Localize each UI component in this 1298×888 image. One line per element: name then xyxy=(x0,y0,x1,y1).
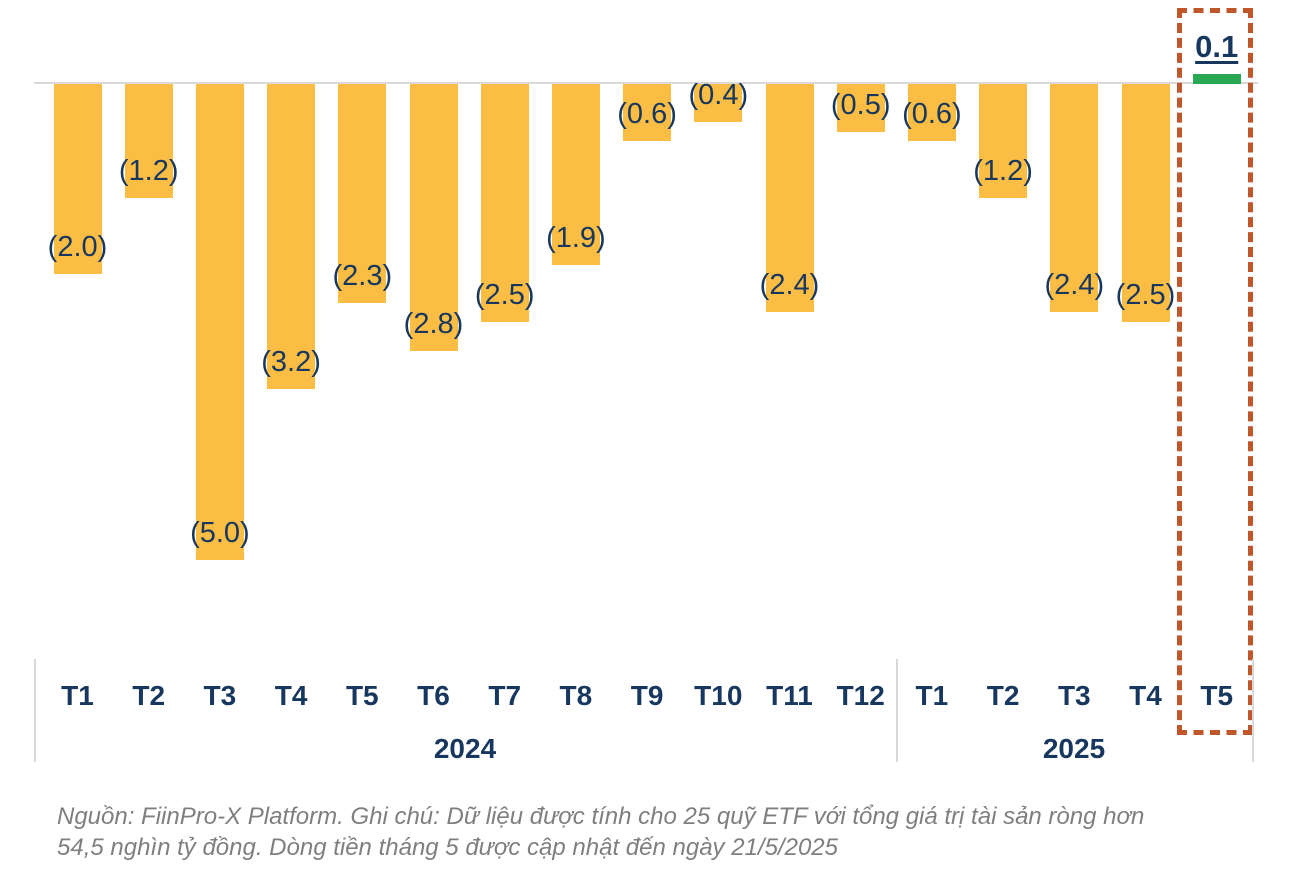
bar-t2-2025 xyxy=(979,84,1028,199)
bar-t4-2025 xyxy=(1121,84,1170,322)
x-tick-t7-2024: T7 xyxy=(488,680,522,711)
data-label-t3-2025: (2.4) xyxy=(1044,269,1105,302)
bar-t1-2025 xyxy=(907,84,956,142)
x-tick-t10-2024: T10 xyxy=(694,680,743,711)
year-label-2024: 2024 xyxy=(433,733,497,764)
data-label-t11-2024: (2.4) xyxy=(759,269,820,302)
bar-t7-2024 xyxy=(480,84,529,322)
source-note-line1: Nguồn: FiinPro-X Platform. Ghi chú: Dữ l… xyxy=(57,803,1145,830)
x-tick-t8-2024: T8 xyxy=(559,680,593,711)
data-label-t2-2024: (1.2) xyxy=(118,155,179,188)
data-label-t6-2024: (2.8) xyxy=(403,307,464,340)
x-tick-t2-2025: T2 xyxy=(986,680,1020,711)
data-label-t12-2024: (0.5) xyxy=(830,88,891,121)
data-label-t4-2025: (2.5) xyxy=(1115,279,1176,311)
x-tick-t1-2025: T1 xyxy=(915,680,949,711)
axis-separator-2 xyxy=(1252,659,1254,762)
bar-t1-2024 xyxy=(53,84,102,275)
bar-t9-2024 xyxy=(623,84,672,142)
bar-t10-2024 xyxy=(694,84,743,123)
x-tick-t4-2025: T4 xyxy=(1129,680,1162,711)
x-tick-t1-2024: T1 xyxy=(61,680,94,711)
bar-t3-2024 xyxy=(195,84,244,560)
bar-t3-2025 xyxy=(1050,84,1099,313)
x-tick-t3-2025: T3 xyxy=(1057,680,1091,711)
bar-t8-2024 xyxy=(551,84,600,265)
data-label-t8-2024: (1.9) xyxy=(546,221,606,254)
x-tick-t11-2024: T11 xyxy=(766,680,813,711)
x-tick-t5-2025: T5 xyxy=(1200,680,1234,711)
data-label-t10-2024: (0.4) xyxy=(688,79,749,112)
data-label-t3-2024: (5.0) xyxy=(190,517,250,549)
bar-t6-2024 xyxy=(409,84,458,351)
year-label-2025: 2025 xyxy=(1042,733,1106,764)
data-label-t2-2025: (1.2) xyxy=(973,155,1033,188)
data-label-t4-2024: (3.2) xyxy=(261,345,321,378)
bar-t4-2024 xyxy=(267,84,316,389)
x-tick-t6-2024: T6 xyxy=(417,680,450,711)
highlight-dashed-box xyxy=(1177,8,1253,735)
x-tick-t4-2024: T4 xyxy=(274,680,308,711)
data-label-t5-2025: 0.1 xyxy=(1195,29,1239,65)
source-note: Nguồn: FiinPro-X Platform. Ghi chú: Dữ l… xyxy=(57,801,1177,863)
bar-t2-2024 xyxy=(124,84,173,199)
bar-t12-2024 xyxy=(836,84,885,132)
x-tick-t12-2024: T12 xyxy=(836,680,885,711)
axis-separator-0 xyxy=(34,659,36,762)
bar-t5-2025 xyxy=(1192,74,1241,84)
x-tick-t9-2024: T9 xyxy=(630,680,664,711)
x-axis-baseline xyxy=(34,82,1258,84)
source-note-line2: 54,5 nghìn tỷ đồng. Dòng tiền tháng 5 đư… xyxy=(57,834,838,861)
bar-t5-2024 xyxy=(338,84,387,303)
data-label-t7-2024: (2.5) xyxy=(474,279,535,311)
axis-separator-1 xyxy=(896,659,898,762)
x-tick-t3-2024: T3 xyxy=(203,680,237,711)
data-label-t5-2024: (2.3) xyxy=(332,259,393,292)
x-tick-t2-2024: T2 xyxy=(132,680,166,711)
data-label-t1-2025: (0.6) xyxy=(902,98,962,131)
x-tick-t5-2024: T5 xyxy=(345,680,379,711)
data-label-t1-2024: (2.0) xyxy=(47,231,108,264)
data-label-t9-2024: (0.6) xyxy=(617,98,677,131)
bar-t11-2024 xyxy=(765,84,814,313)
